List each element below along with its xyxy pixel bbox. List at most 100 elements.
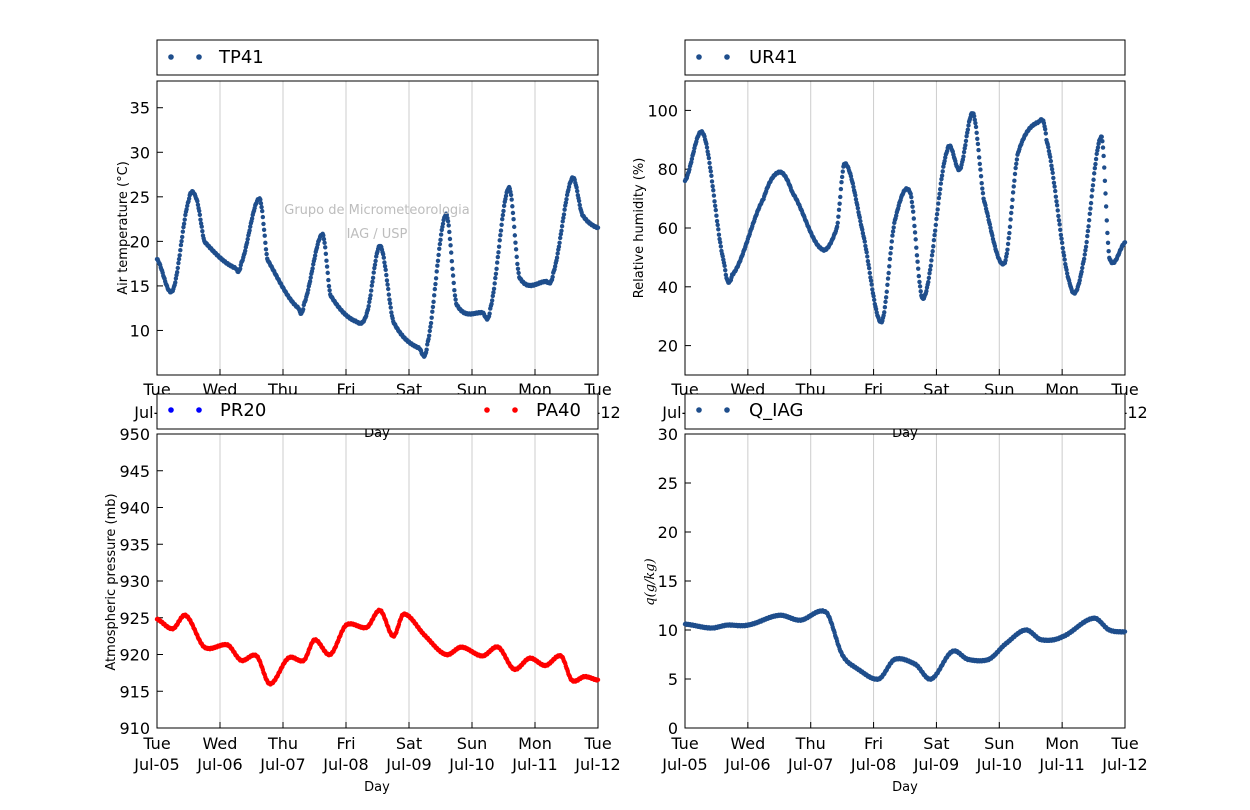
y-tick-label: 945 — [119, 462, 150, 481]
grid-lines — [684, 433, 1126, 729]
data-point — [513, 247, 519, 252]
y-axis-label: Relative humidity (%) — [632, 158, 647, 299]
x-tick-label: Tue — [1110, 734, 1138, 753]
data-point — [840, 169, 845, 174]
data-point — [438, 237, 443, 243]
data-point — [884, 289, 889, 294]
x-tick-label: Mon — [1045, 734, 1079, 753]
data-point — [931, 238, 937, 243]
data-point — [963, 143, 968, 148]
legend-entry-q-iag: Q_IAG — [749, 400, 803, 421]
x-tick-label: Jul-10 — [976, 755, 1022, 774]
data-point — [493, 275, 498, 281]
data-point — [934, 216, 939, 222]
data-point — [489, 298, 495, 303]
data-point — [932, 228, 938, 233]
data-point — [179, 239, 184, 244]
data-point — [448, 243, 453, 248]
data-point — [1043, 131, 1049, 136]
data-point — [1012, 178, 1017, 183]
data-point — [1056, 218, 1062, 223]
data-point — [451, 280, 456, 286]
data-point — [718, 240, 723, 245]
data-point — [718, 244, 724, 249]
data-point — [388, 305, 393, 310]
data-point — [387, 301, 393, 306]
data-point — [487, 311, 492, 316]
data-point — [494, 266, 499, 272]
y-tick-label: 925 — [119, 609, 150, 628]
data-point — [973, 120, 978, 126]
data-point — [503, 193, 509, 199]
legend: Q_IAG — [684, 393, 1126, 430]
x-tick-label: Mon — [518, 734, 552, 753]
x-tick-label: Tue — [142, 734, 170, 753]
data-point — [373, 258, 378, 264]
data-point — [1122, 629, 1128, 634]
data-point — [326, 283, 332, 289]
data-point — [433, 276, 439, 281]
data-point — [560, 219, 565, 224]
x-tick-label: Fri — [864, 734, 883, 753]
data-point — [184, 207, 189, 212]
data-point — [860, 227, 865, 232]
data-point — [866, 262, 871, 267]
data-point — [501, 203, 507, 209]
data-point — [555, 251, 560, 256]
data-point — [430, 304, 436, 310]
legend-entry-ur41: UR41 — [749, 47, 798, 68]
data-point — [1060, 245, 1065, 251]
data-point — [198, 221, 204, 226]
data-point — [175, 265, 180, 271]
data-point — [516, 270, 521, 276]
data-point — [501, 208, 506, 214]
legend: UR41 — [684, 39, 1126, 76]
data-point — [855, 202, 860, 208]
data-point — [595, 225, 601, 230]
data-point — [935, 207, 940, 212]
x-axis-label: Day — [892, 780, 918, 795]
data-point — [707, 160, 712, 166]
data-point — [1085, 233, 1090, 239]
plot-frame — [684, 80, 1126, 376]
data-point — [1014, 161, 1019, 166]
data-point — [1101, 153, 1106, 159]
data-point — [850, 181, 856, 186]
data-point — [384, 272, 389, 278]
y-tick-label: 10 — [658, 621, 678, 640]
data-point — [495, 260, 500, 265]
data-point — [836, 214, 841, 219]
data-point — [1041, 120, 1047, 126]
data-point — [913, 237, 918, 242]
data-point — [550, 274, 555, 280]
data-point — [917, 279, 922, 285]
data-point — [321, 236, 327, 242]
data-point — [1084, 239, 1089, 245]
data-point — [512, 233, 518, 238]
data-point — [862, 239, 867, 244]
x-tick-label: Jul-05 — [661, 755, 707, 774]
data-point — [1103, 204, 1109, 209]
data-point — [1091, 177, 1096, 182]
data-point — [261, 221, 266, 227]
data-point — [515, 261, 520, 267]
data-point — [930, 249, 935, 254]
data-point — [1058, 232, 1064, 238]
data-point — [851, 184, 856, 190]
data-point — [936, 201, 941, 206]
data-point — [453, 297, 458, 302]
data-point — [182, 217, 187, 222]
data-point — [1083, 248, 1088, 253]
watermark-line-1: Grupo de Micrometeorologia — [284, 203, 470, 218]
data-point — [917, 284, 923, 289]
data-point — [491, 290, 496, 295]
data-point — [382, 260, 387, 265]
y-tick-label: 30 — [658, 425, 678, 444]
data-point — [915, 259, 920, 264]
data-point — [1003, 258, 1008, 263]
data-point — [386, 286, 391, 292]
data-point — [181, 224, 186, 230]
data-point — [708, 169, 713, 174]
legend-entry-pr20: PR20 — [220, 400, 266, 421]
data-point — [853, 197, 859, 202]
